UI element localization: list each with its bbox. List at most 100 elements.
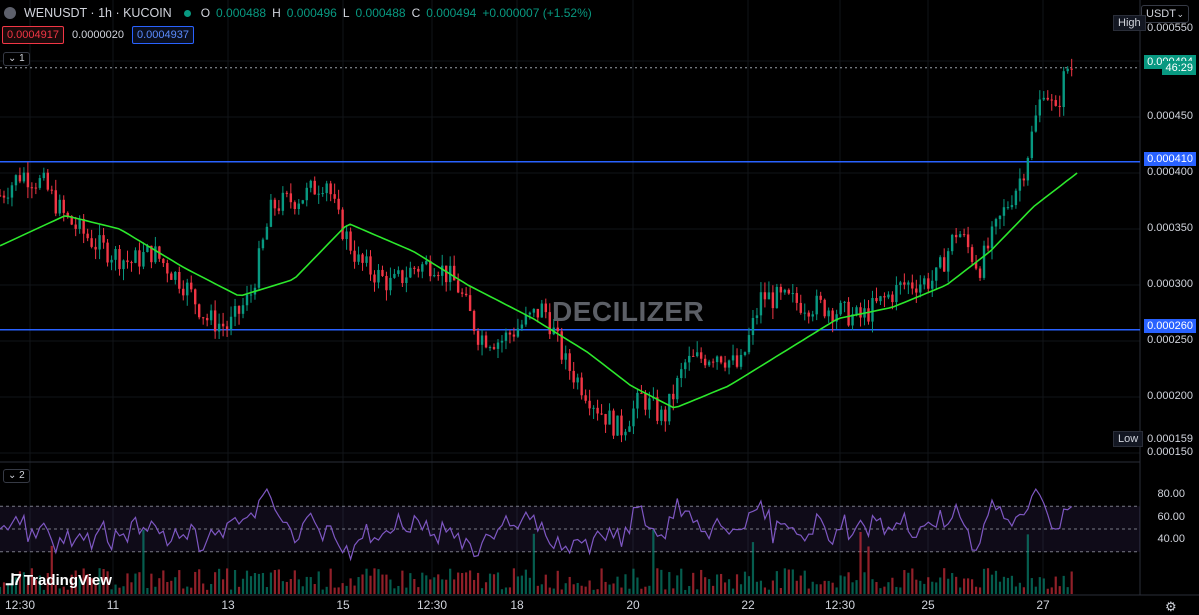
symbol-header: WENUSDT · 1h · KUCOIN O 0.000488 H 0.00049… bbox=[0, 0, 592, 26]
candle-body bbox=[763, 292, 767, 300]
volume-bar bbox=[313, 584, 316, 594]
candle-body bbox=[313, 180, 316, 195]
sell-button[interactable]: 0.0004917 bbox=[2, 26, 64, 44]
volume-bar bbox=[22, 572, 26, 594]
price-axis-label: 0.000350 bbox=[1147, 222, 1193, 234]
candle-body bbox=[106, 242, 109, 263]
low-tag: Low bbox=[1113, 431, 1144, 447]
rsi-axis-label: 80.00 bbox=[1157, 487, 1185, 500]
candle-body bbox=[923, 278, 926, 285]
candle-body bbox=[38, 178, 42, 188]
volume-bar bbox=[241, 578, 245, 594]
candle-body bbox=[867, 308, 870, 322]
volume-bar bbox=[994, 570, 998, 594]
candle-body bbox=[676, 378, 679, 400]
time-axis-label: 13 bbox=[221, 598, 235, 612]
candle-body bbox=[86, 233, 89, 239]
buy-button[interactable]: 0.0004937 bbox=[132, 26, 194, 44]
candle-body bbox=[409, 267, 412, 278]
volume-bar bbox=[70, 574, 73, 594]
time-axis-label: 20 bbox=[626, 598, 640, 612]
candle-body bbox=[138, 250, 141, 267]
candle-body bbox=[190, 282, 193, 290]
volume-bar bbox=[110, 589, 113, 594]
candle-body bbox=[699, 352, 703, 359]
volume-bar bbox=[883, 586, 886, 594]
candle-body bbox=[1030, 131, 1034, 159]
candle-body bbox=[823, 299, 826, 317]
volume-bar bbox=[134, 573, 137, 594]
tradingview-logo[interactable]: ⅃7 TradingView bbox=[6, 570, 112, 590]
candle-body bbox=[656, 397, 659, 421]
volume-bar bbox=[652, 529, 655, 594]
candle-body bbox=[456, 280, 460, 293]
volume-bar bbox=[859, 531, 862, 594]
volume-bar bbox=[935, 582, 938, 594]
volume-bar bbox=[472, 579, 476, 594]
volume-bar bbox=[636, 577, 639, 594]
candle-body bbox=[624, 431, 627, 436]
candle-body bbox=[496, 342, 500, 349]
volume-bar bbox=[847, 572, 850, 594]
volume-bar bbox=[445, 579, 448, 594]
candle-body bbox=[1010, 205, 1014, 208]
candle-body bbox=[341, 209, 344, 239]
candle-body bbox=[851, 314, 854, 326]
pane-1-collapse-button[interactable]: ⌄ 1 bbox=[3, 52, 30, 66]
volume-bar bbox=[1010, 575, 1014, 594]
candle-body bbox=[277, 208, 281, 211]
candle-body bbox=[903, 282, 906, 285]
symbol-title[interactable]: WENUSDT · 1h · KUCOIN bbox=[24, 6, 172, 20]
time-axis-label: 22 bbox=[741, 598, 755, 612]
candle-body bbox=[564, 353, 567, 360]
currency-select[interactable]: USDT ⌄ bbox=[1141, 5, 1189, 23]
candle-body bbox=[433, 275, 436, 277]
candle-body bbox=[329, 183, 332, 195]
candle-body bbox=[353, 250, 356, 262]
volume-bar bbox=[528, 577, 531, 594]
candle-body bbox=[771, 292, 775, 309]
candle-body bbox=[576, 377, 579, 383]
candle-body bbox=[612, 410, 615, 436]
volume-bar bbox=[126, 573, 129, 594]
candle-body bbox=[532, 308, 536, 313]
volume-bar bbox=[787, 569, 790, 594]
volume-bar bbox=[273, 570, 276, 594]
candle-body bbox=[915, 288, 918, 293]
volume-bar bbox=[978, 587, 982, 594]
volume-bar bbox=[0, 586, 2, 594]
candle-body bbox=[978, 268, 982, 278]
candle-body bbox=[711, 361, 715, 363]
candle-body bbox=[620, 415, 623, 436]
volume-bar bbox=[839, 575, 842, 594]
candle-body bbox=[289, 193, 293, 203]
candle-body bbox=[715, 356, 719, 363]
candle-body bbox=[998, 215, 1002, 220]
watermark: DECILIZER bbox=[552, 296, 705, 327]
candle-body bbox=[377, 269, 380, 283]
time-axis-label: 18 bbox=[510, 598, 524, 612]
candle-body bbox=[162, 258, 165, 264]
volume-bar bbox=[735, 574, 739, 594]
pane-2-collapse-button[interactable]: ⌄ 2 bbox=[3, 469, 30, 483]
candle-body bbox=[560, 331, 563, 360]
volume-bar bbox=[536, 585, 539, 594]
candle-body bbox=[1066, 68, 1069, 72]
candle-body bbox=[2, 195, 6, 198]
candle-body bbox=[859, 307, 862, 318]
volume-bar bbox=[572, 584, 575, 594]
candle-body bbox=[835, 314, 838, 322]
candle-body bbox=[233, 306, 237, 317]
volume-bar bbox=[532, 533, 535, 594]
candle-body bbox=[365, 256, 368, 263]
volume-bar bbox=[727, 579, 731, 594]
candle-body bbox=[680, 369, 683, 379]
volume-bar bbox=[616, 576, 619, 594]
time-axis-label: 15 bbox=[336, 598, 350, 612]
candle-body bbox=[588, 400, 591, 409]
settings-gear-icon[interactable]: ⚙ bbox=[1165, 599, 1177, 614]
volume-bar bbox=[851, 582, 854, 594]
candle-body bbox=[293, 202, 297, 209]
volume-bar bbox=[986, 568, 990, 594]
